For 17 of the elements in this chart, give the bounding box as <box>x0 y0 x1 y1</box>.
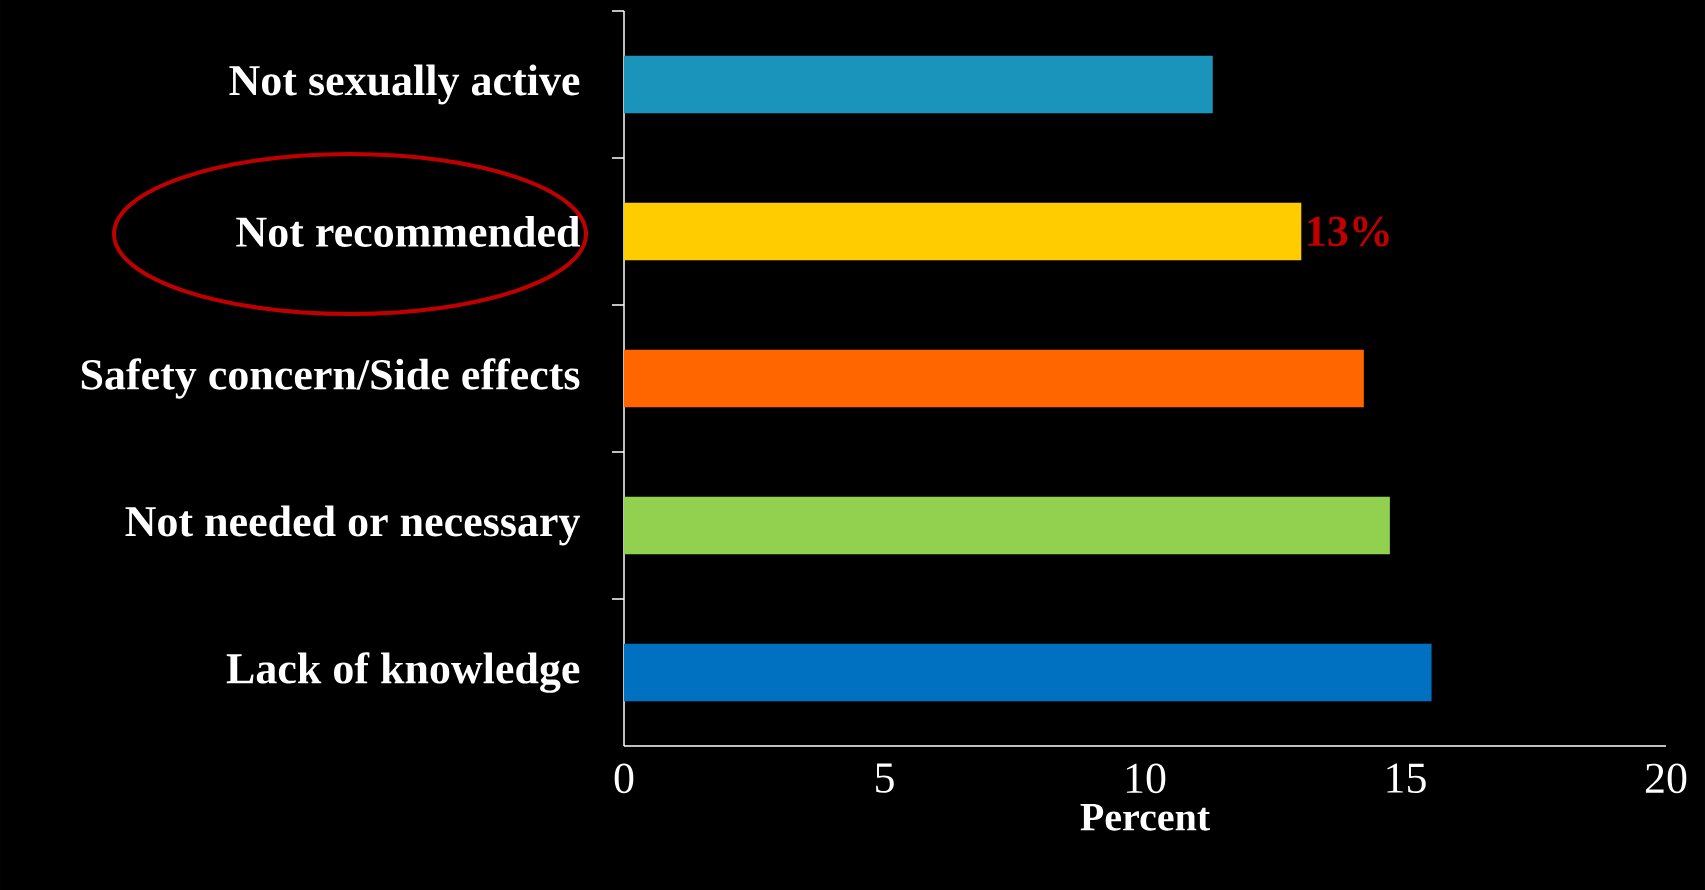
bar <box>624 496 1390 555</box>
data-label: 13% <box>1308 216 1389 247</box>
y-tick-label: Not recommended <box>236 216 580 247</box>
x-tick-label: 0 <box>614 763 634 794</box>
x-tick-label: 20 <box>1645 763 1687 794</box>
x-tick-label: 15 <box>1387 763 1426 793</box>
bar <box>624 349 1364 408</box>
y-tick-label: Lack of knowledge <box>226 652 580 693</box>
x-tick-label: 5 <box>876 763 894 793</box>
bar <box>624 55 1213 114</box>
y-tick-label: Safety concern/Side effects <box>81 358 580 399</box>
x-axis-title: Percent <box>1080 804 1210 831</box>
y-tick-label: Not sexually active <box>229 64 580 105</box>
x-tick-label: 10 <box>1126 763 1166 794</box>
y-tick-label: Not needed or necessary <box>125 505 581 546</box>
bar <box>624 643 1432 702</box>
bar <box>624 202 1302 261</box>
